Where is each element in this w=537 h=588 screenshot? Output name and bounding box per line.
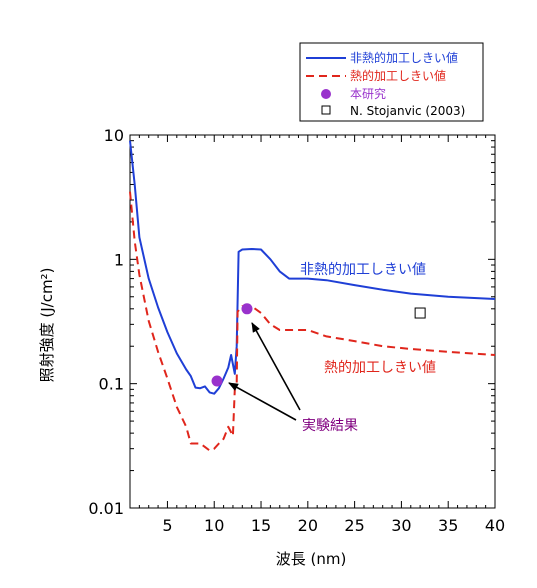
x-tick-label: 5 (162, 516, 172, 535)
legend-label-nonthermal: 非熱的加工しきい値 (350, 50, 458, 65)
annotation-thermal: 熱的加工しきい値 (324, 360, 436, 376)
annotation-experiment: 実験結果 (302, 418, 358, 434)
data-point-this-study (211, 375, 223, 387)
legend: 非熱的加工しきい値 熱的加工しきい値 本研究 N. Stojanvic (200… (299, 42, 484, 122)
y-tick-label: 1 (114, 250, 124, 269)
x-tick-label: 35 (438, 516, 458, 535)
data-point-this-study (241, 303, 253, 315)
x-tick-label: 20 (298, 516, 318, 535)
series-line-nonthermal (129, 140, 496, 395)
y-axis-label: 照射強度 (J/cm²) (38, 268, 56, 383)
plot-frame (129, 134, 496, 509)
legend-label-thermal: 熱的加工しきい値 (350, 68, 446, 83)
x-tick-label: 15 (251, 516, 271, 535)
plot-area: 5 10 15 20 25 30 35 40 10 1 0.1 0.01 (88, 126, 505, 535)
x-tick-label: 25 (344, 516, 364, 535)
arrow-to-point-2 (251, 322, 301, 411)
annotation-nonthermal: 非熱的加工しきい値 (300, 262, 426, 278)
y-tick-label: 0.1 (99, 375, 124, 394)
x-tick-label: 30 (391, 516, 411, 535)
x-axis-label: 波長 (nm) (276, 550, 347, 568)
y-tick-label: 0.01 (88, 499, 124, 518)
arrow-to-point-1 (228, 382, 297, 421)
data-point-stojanvic (414, 307, 426, 319)
legend-marker-stojanvic (321, 105, 331, 115)
legend-label-stojanvic: N. Stojanvic (2003) (350, 104, 465, 118)
x-tick-label: 10 (204, 516, 224, 535)
y-tick-label: 10 (104, 126, 124, 145)
legend-marker-this-study (321, 89, 331, 99)
legend-label-this-study: 本研究 (350, 86, 386, 101)
series-line-thermal (129, 191, 496, 452)
x-tick-label: 40 (485, 516, 505, 535)
